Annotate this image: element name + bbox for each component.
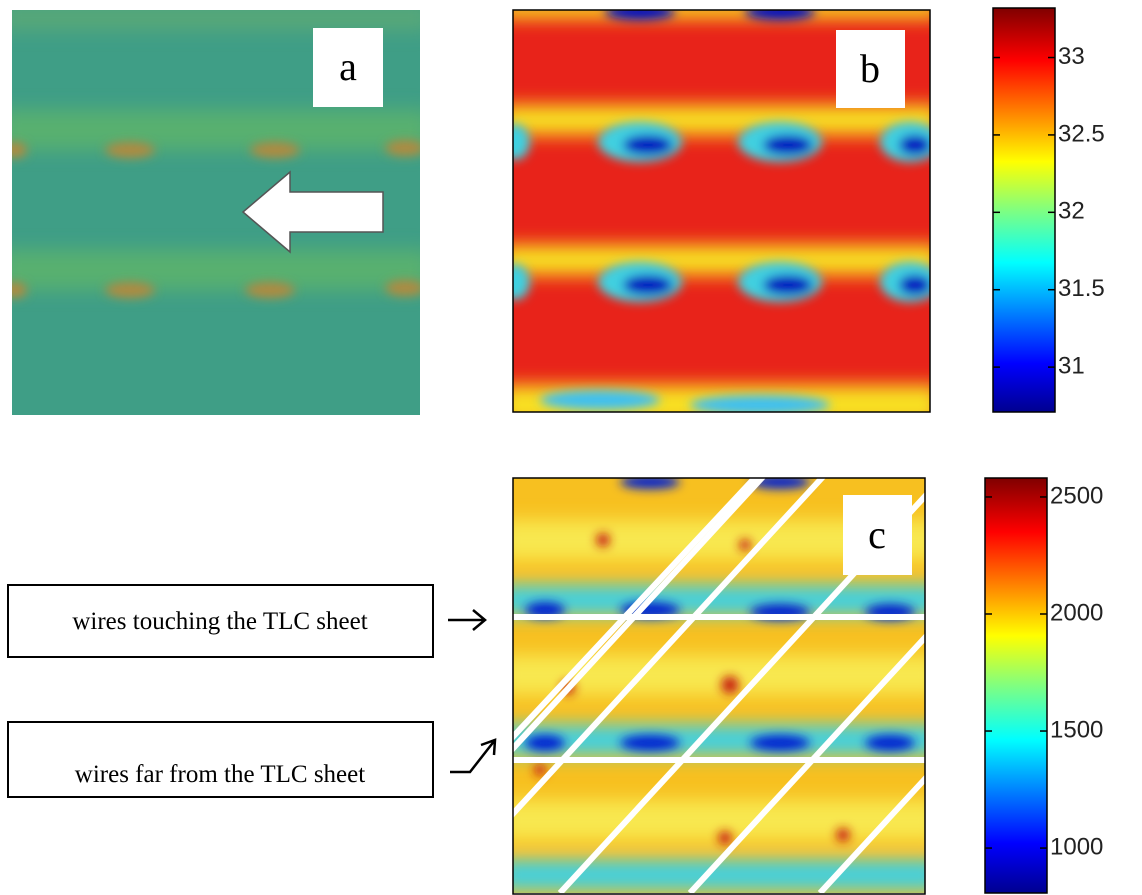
panel-label: b (860, 46, 880, 91)
colorbar-tick-label: 1000 (1050, 833, 1103, 860)
panel-label: a (339, 44, 357, 89)
colorbar-tick-label: 31 (1058, 352, 1085, 379)
annotation: wires far from the TLC sheet (75, 761, 365, 788)
colorbar-tick-label: 32.5 (1058, 120, 1105, 147)
colorbar-tick-label: 2000 (1050, 599, 1103, 626)
panel-label: c (868, 512, 886, 557)
colorbar (985, 478, 1047, 893)
colorbar (993, 8, 1055, 412)
colorbar-tick-label: 1500 (1050, 716, 1103, 743)
colorbar-tick-label: 33 (1058, 43, 1085, 70)
pointer-arrows (448, 610, 495, 772)
annotation: wires touching the TLC sheet (72, 608, 367, 635)
figure: a b (0, 0, 1142, 895)
colorbar-tick-label: 2500 (1050, 482, 1103, 509)
colorbar-tick-label: 31.5 (1058, 275, 1105, 302)
colorbar-tick-label: 32 (1058, 198, 1085, 225)
